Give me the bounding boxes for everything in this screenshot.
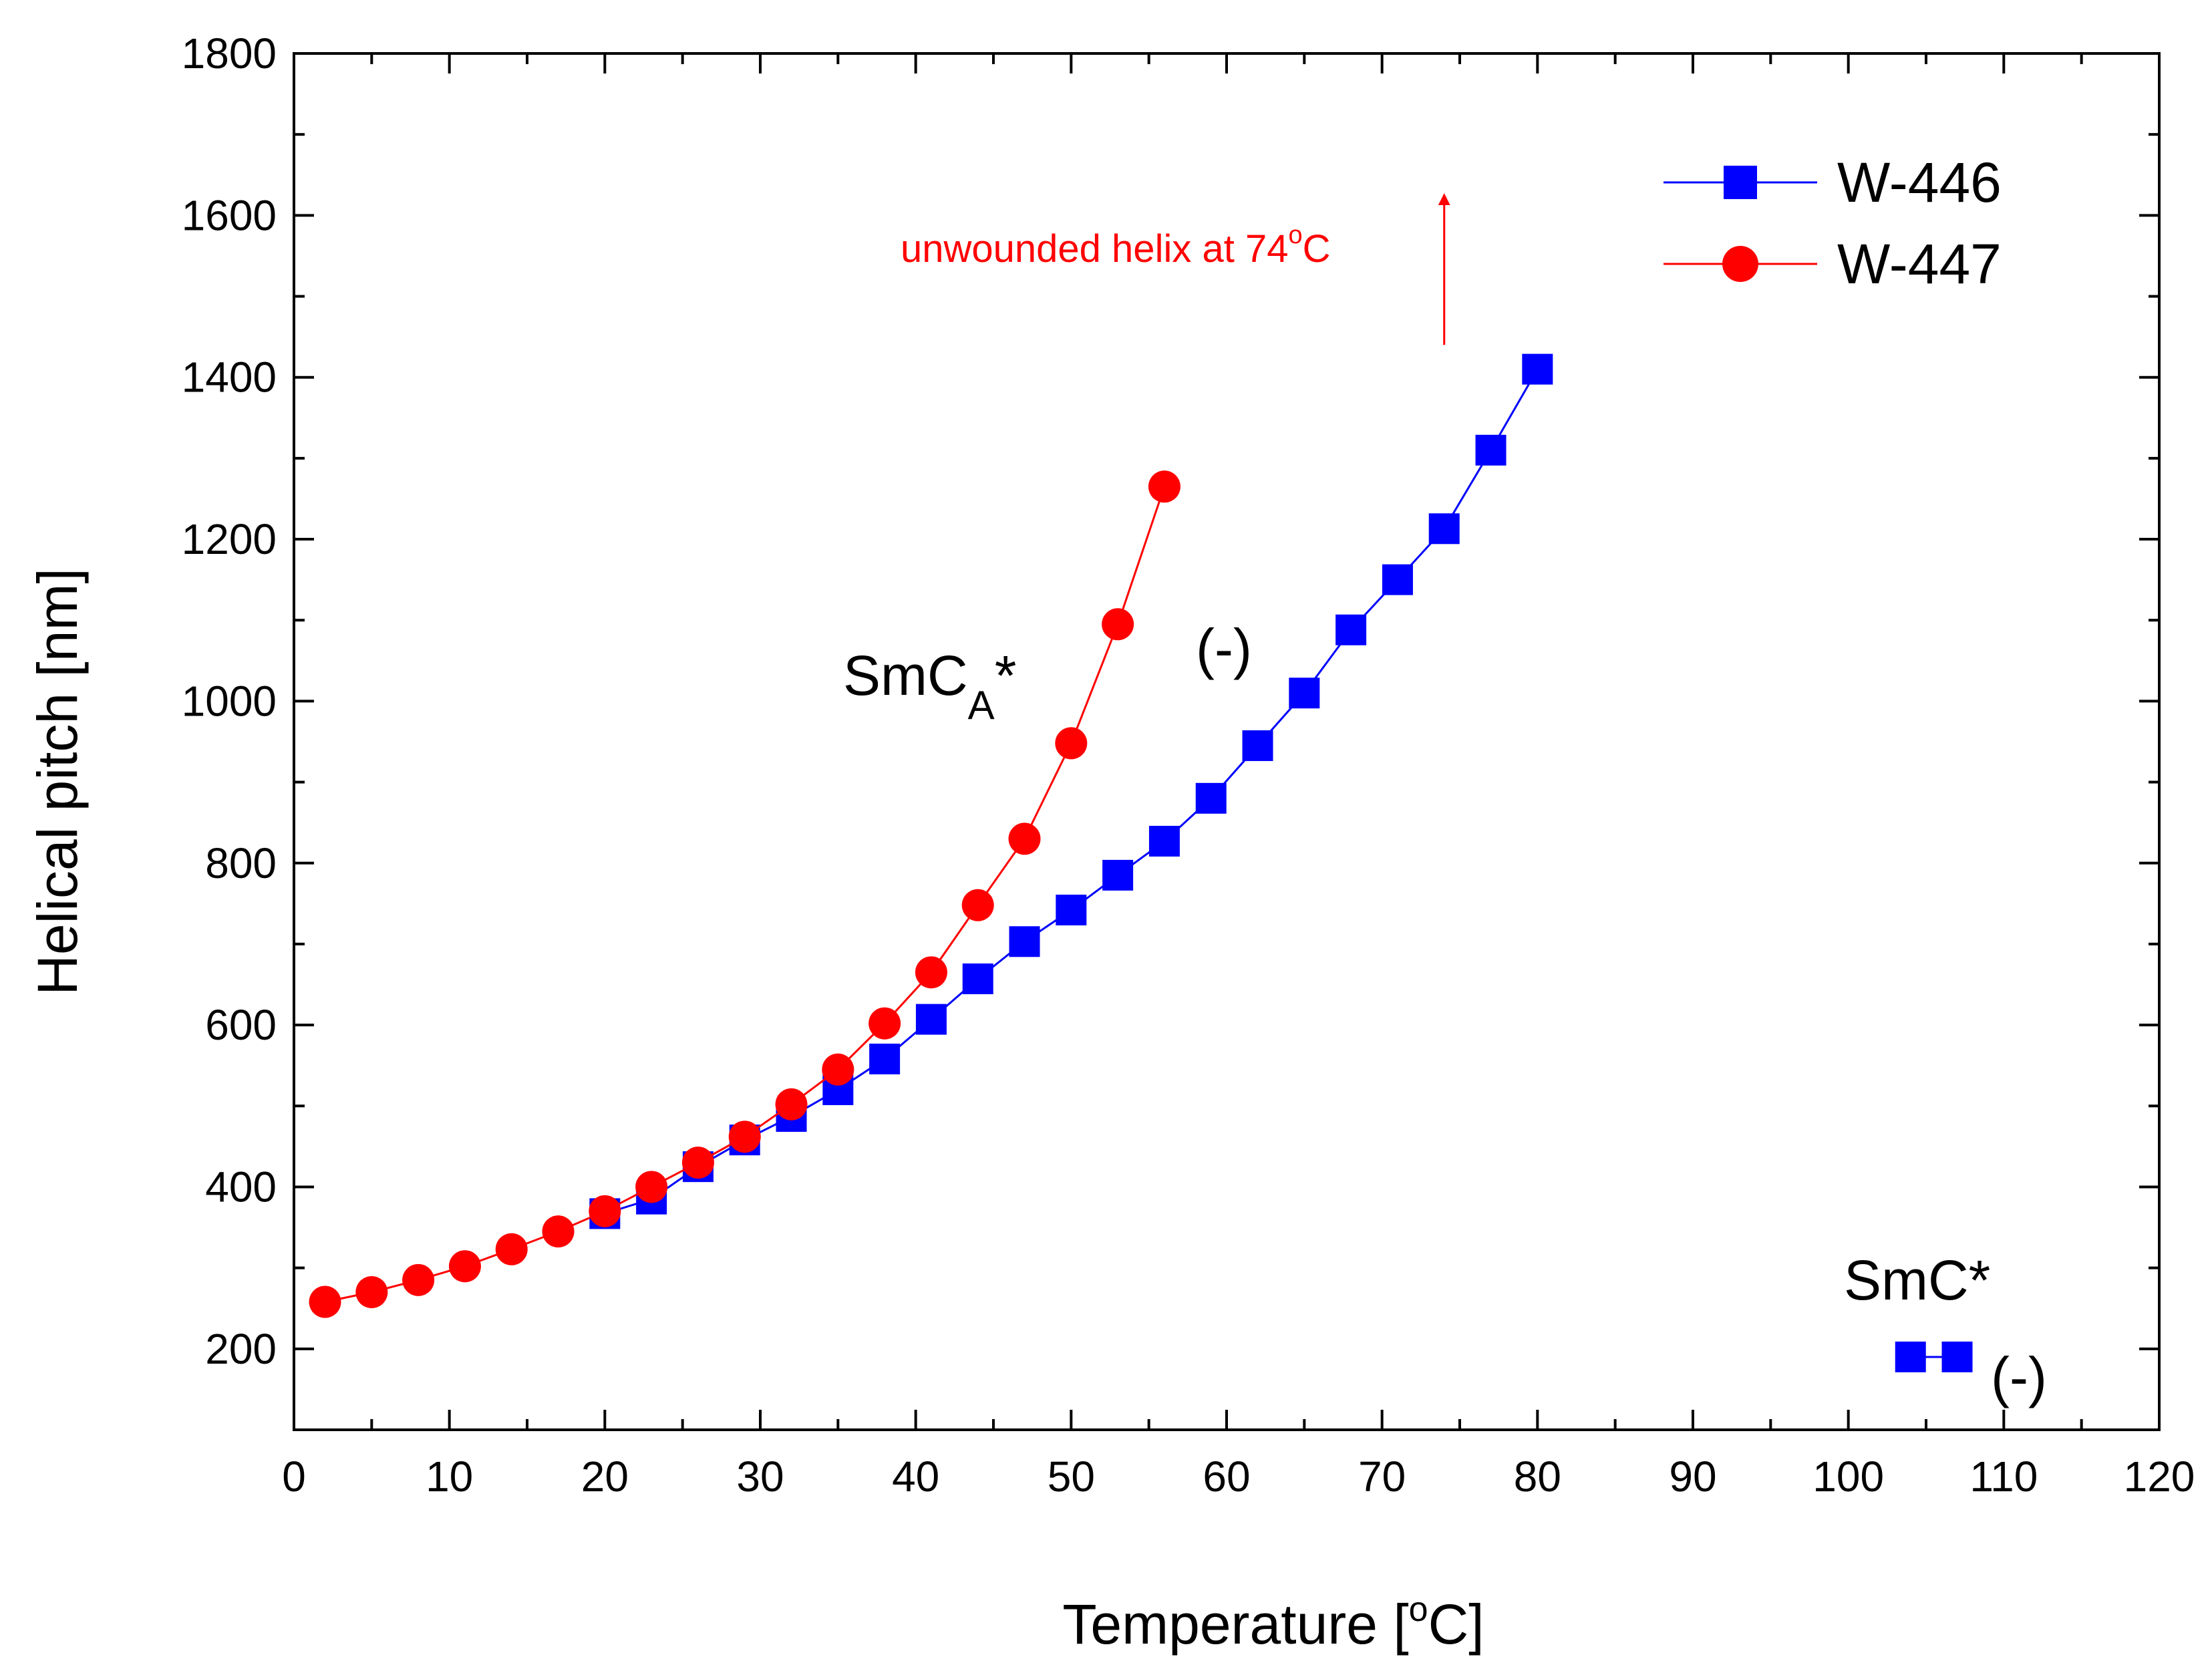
legend-item-w447: W-447 (1664, 233, 2002, 295)
series-w-446 (589, 353, 1553, 1229)
x-axis-title: Temperature [oC] (1062, 1590, 1484, 1656)
data-point (1009, 926, 1040, 957)
data-point (635, 1171, 668, 1203)
y-tick-label: 400 (205, 1163, 277, 1211)
y-tick-label: 1600 (182, 191, 277, 239)
x-tick-label: 120 (2124, 1453, 2195, 1501)
annotations: SmCA* (-) SmC* (-) unwounded helix at 74… (843, 193, 2047, 1408)
y-tick-labels: 200 400 600 800 1000 1200 1400 1600 1800 (182, 29, 277, 1373)
data-point (1102, 608, 1134, 641)
smc-marker-sample (1895, 1341, 1973, 1372)
y-tick-label: 1800 (182, 29, 277, 78)
x-tick-labels: 0 10 20 30 40 50 60 70 80 90 100 110 120 (282, 1453, 2195, 1501)
y-tick-label: 600 (205, 1001, 277, 1049)
data-point (495, 1233, 528, 1265)
data-point (1522, 353, 1553, 385)
ticks (293, 52, 2161, 1431)
data-point (1148, 470, 1180, 503)
data-point (1148, 826, 1180, 857)
x-tick-label: 30 (736, 1453, 784, 1501)
data-point (1242, 730, 1273, 762)
x-tick-label: 80 (1514, 1453, 1561, 1501)
x-tick-label: 20 (581, 1453, 629, 1501)
legend-label-w447: W-447 (1837, 233, 2002, 295)
x-tick-label: 40 (892, 1453, 939, 1501)
data-point (915, 956, 947, 989)
data-point (868, 1007, 901, 1040)
data-point (1055, 727, 1088, 760)
sign-label-bottom: (-) (1991, 1346, 2047, 1408)
data-point (728, 1120, 761, 1153)
smc-marker-point (1941, 1341, 1973, 1372)
smca-label: SmCA* (843, 644, 1016, 728)
data-point (1289, 677, 1320, 709)
data-point (355, 1276, 388, 1308)
data-point (1428, 513, 1460, 545)
data-point (1382, 564, 1413, 595)
y-tick-label: 200 (205, 1325, 277, 1373)
sign-label-middle: (-) (1196, 617, 1252, 680)
y-tick-label: 1200 (182, 515, 277, 563)
series-line (325, 486, 1166, 1304)
x-tick-label: 60 (1203, 1453, 1250, 1501)
data-point (961, 889, 994, 921)
data-point (681, 1147, 714, 1179)
legend-item-w446: W-446 (1664, 151, 2002, 214)
data-point (1056, 895, 1087, 926)
data-point (542, 1215, 575, 1248)
data-point (962, 963, 993, 995)
y-tick-label: 800 (205, 839, 277, 887)
data-point (1475, 434, 1507, 466)
legend-label-w446: W-446 (1837, 151, 2002, 214)
data-point (915, 1004, 947, 1035)
smc-label: SmC* (1844, 1249, 1990, 1312)
data-point (1008, 822, 1041, 855)
x-tick-label: 50 (1048, 1453, 1095, 1501)
x-tick-label: 0 (282, 1453, 306, 1501)
y-axis-title: Helical pitch [nm] (26, 568, 89, 996)
x-tick-label: 110 (1969, 1453, 2038, 1501)
data-point (775, 1088, 808, 1120)
data-point (402, 1263, 435, 1296)
data-point (448, 1250, 481, 1283)
data-point (822, 1053, 854, 1086)
x-tick-label: 10 (426, 1453, 473, 1501)
unwound-helix-note: unwounded helix at 74oC (901, 221, 1330, 271)
y-tick-label: 1000 (182, 677, 277, 725)
legend: W-446 W-447 (1664, 151, 2002, 295)
x-tick-label: 70 (1358, 1453, 1406, 1501)
data-point (1335, 614, 1367, 645)
data-point (589, 1195, 621, 1227)
data-point (1195, 782, 1227, 814)
smc-marker-point (1895, 1341, 1926, 1372)
data-point (869, 1044, 901, 1075)
x-tick-label: 100 (1812, 1453, 1884, 1501)
series-w-447 (309, 470, 1180, 1318)
data-point (309, 1285, 341, 1318)
y-tick-label: 1400 (182, 353, 277, 402)
series-line (604, 368, 1539, 1215)
x-tick-label: 90 (1669, 1453, 1716, 1501)
data-point (1102, 859, 1134, 891)
series (309, 353, 1553, 1318)
